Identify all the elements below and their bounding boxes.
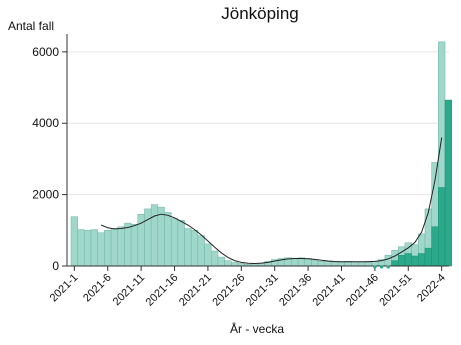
bar-light-2021-25	[231, 262, 239, 267]
bar-light-2021-12	[144, 208, 152, 267]
bar-light-2021-5	[97, 232, 105, 267]
bar-light-2021-19	[190, 230, 199, 267]
bar-light-2021-44	[357, 261, 366, 267]
bar-light-2021-37	[311, 259, 319, 267]
bar-light-2021-39	[324, 261, 332, 267]
bar-light-2021-36	[304, 258, 312, 267]
bar-dark-2022-1	[418, 253, 426, 267]
trend-line-group	[100, 137, 443, 265]
y-tick-label-2: 4000	[32, 116, 59, 130]
bar-light-2021-9	[124, 222, 132, 267]
bar-light-2021-23	[217, 256, 225, 267]
bar-light-2021-41	[337, 261, 346, 267]
bar-light-2021-14	[157, 206, 165, 267]
bar-dark-2021-50	[398, 255, 406, 267]
bar-light-2021-1	[70, 216, 78, 267]
bar-light-2021-16	[170, 218, 179, 267]
bar-light-2021-40	[331, 261, 339, 267]
bar-light-2021-3	[84, 230, 92, 267]
axis-marker-2	[386, 265, 390, 269]
axis-markers	[373, 265, 390, 269]
bar-light-2021-17	[177, 220, 185, 267]
bar-light-2021-48	[384, 255, 392, 267]
bar-light-2021-21	[204, 243, 212, 267]
bar-light-2021-24	[224, 260, 232, 267]
gridlines	[67, 51, 449, 196]
bar-dark-undefined	[438, 187, 446, 267]
bar-dark-2021-52	[411, 255, 419, 267]
bar-dark-undefined	[444, 99, 452, 267]
y-tick-label-3: 6000	[32, 45, 59, 59]
y-tick-label-1: 2000	[32, 188, 59, 202]
bar-light-2021-20	[197, 235, 205, 267]
bar-light-2021-38	[317, 261, 326, 267]
trend-line	[100, 137, 443, 265]
bar-dark-2022-2	[424, 247, 432, 267]
bar-light-2021-10	[130, 223, 139, 267]
bar-light-2021-8	[117, 226, 125, 267]
bars-series-light	[70, 41, 446, 267]
bar-light-2021-15	[164, 212, 172, 267]
bars-series-dark	[391, 99, 452, 267]
bar-light-2021-2	[77, 229, 85, 267]
bar-light-2021-22	[211, 250, 219, 267]
bar-light-2021-46	[371, 261, 379, 267]
bar-light-2021-13	[150, 204, 159, 267]
bar-light-2021-43	[351, 261, 359, 267]
axis-marker-0	[373, 265, 377, 269]
bar-dark-2021-49	[391, 260, 399, 267]
axis-marker-1	[379, 265, 384, 269]
y-axis-label: Antal fall	[8, 19, 54, 33]
bar-light-2021-6	[104, 230, 112, 267]
bar-dark-2022-3	[431, 226, 439, 267]
chart-title: Jönköping	[221, 4, 299, 23]
bar-light-2021-4	[90, 229, 98, 267]
y-tick-label-0: 0	[52, 259, 59, 273]
bar-light-2021-18	[184, 228, 192, 267]
x-axis-label: År - vecka	[230, 321, 284, 336]
bar-dark-2021-51	[404, 253, 412, 267]
bar-light-2021-7	[110, 228, 118, 267]
bar-light-2021-34	[291, 257, 299, 267]
